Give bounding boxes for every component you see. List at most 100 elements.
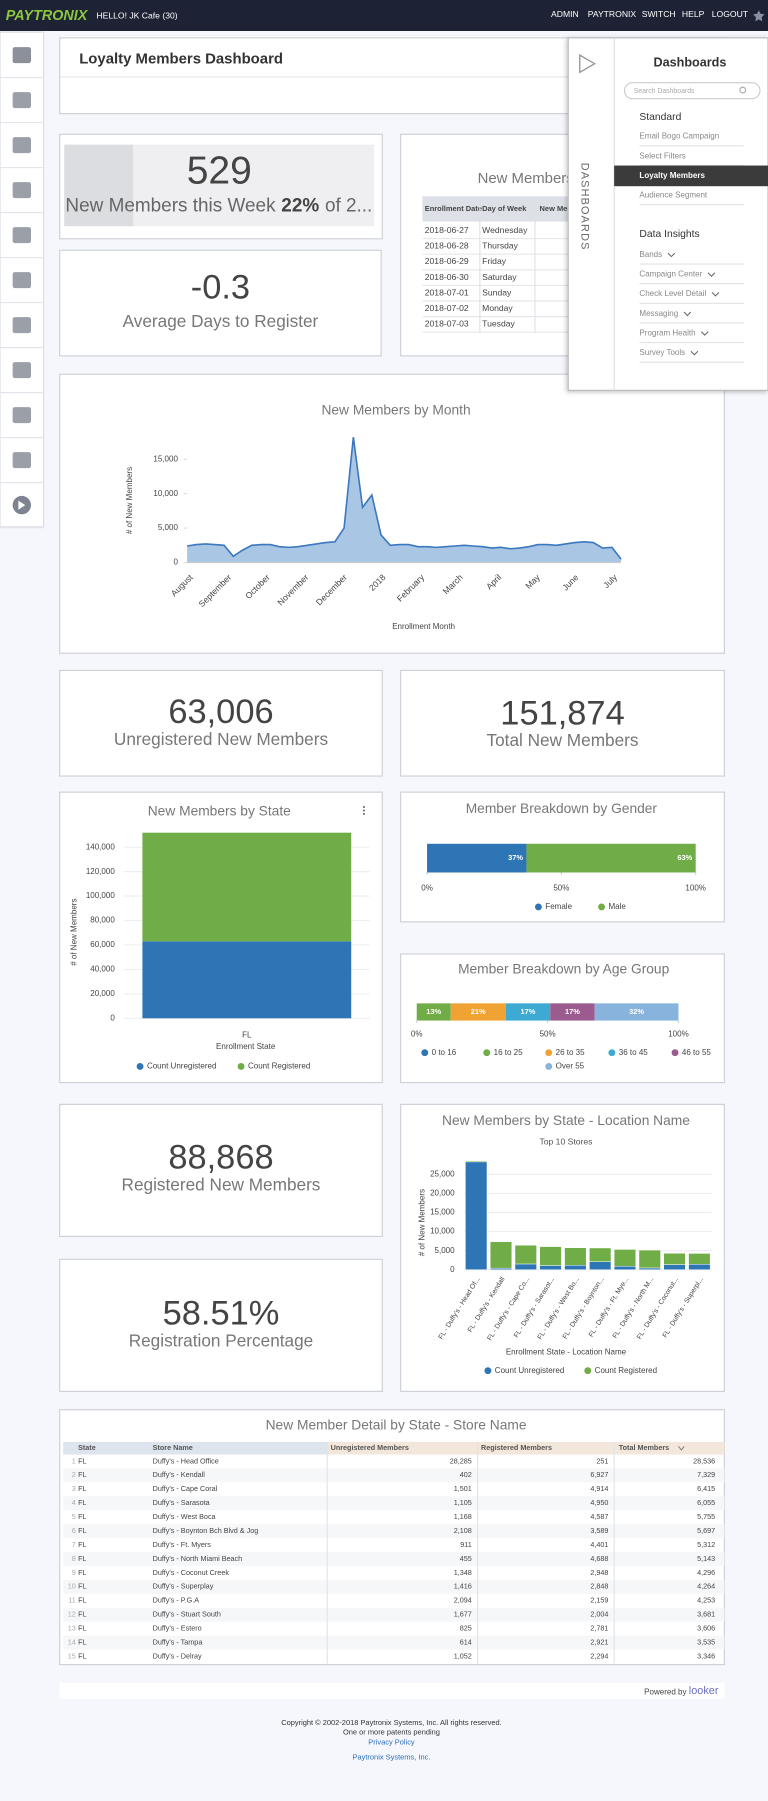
x-axis-label: Enrollment State	[216, 1042, 276, 1051]
panel-item[interactable]: Campaign Center	[639, 270, 702, 279]
panel-item[interactable]: Select Filters	[639, 151, 685, 160]
x-tick-label: 50%	[540, 1029, 556, 1038]
legend-label: 0 to 16	[432, 1048, 457, 1057]
sidebar-icon-arrow	[18, 500, 26, 510]
column-header: Total Members	[619, 1443, 669, 1452]
sidebar-icon[interactable]	[12, 182, 31, 199]
table-cell: Friday	[482, 256, 507, 266]
panel-item[interactable]: Check Level Detail	[639, 289, 706, 298]
panel-item[interactable]: Messaging	[639, 309, 678, 318]
table-cell: 2,108	[454, 1526, 472, 1535]
y-tick-label: 100,000	[86, 891, 116, 900]
nav-link[interactable]: LOGOUT	[712, 9, 749, 19]
sidebar-icon[interactable]	[12, 227, 31, 244]
sidebar-icon[interactable]	[12, 317, 31, 334]
x-tick-label: 0%	[421, 884, 433, 893]
panel-item[interactable]: Email Bogo Campaign	[639, 132, 719, 141]
sidebar-icon[interactable]	[12, 362, 31, 379]
tile	[59, 1258, 383, 1392]
sidebar-icon[interactable]	[12, 137, 31, 154]
data-label: 32%	[629, 1007, 644, 1016]
kpi-label: Unregistered New Members	[114, 729, 328, 749]
table-cell: 4,264	[697, 1582, 715, 1591]
table-cell: 1	[72, 1456, 76, 1465]
bar-segment	[564, 1265, 587, 1270]
table-cell: 3,589	[590, 1526, 608, 1535]
table-cell: 251	[596, 1456, 608, 1465]
kpi-suffix: of 2...	[325, 196, 372, 217]
search-box[interactable]	[623, 82, 761, 100]
chart-title: Member Breakdown by Gender	[466, 801, 658, 816]
kpi-label: Average Days to Register	[123, 311, 319, 331]
nav-link[interactable]: HELP	[682, 9, 705, 19]
table-cell: 2018-07-03	[425, 319, 469, 329]
table-cell: 12	[68, 1610, 76, 1619]
row-stripe	[63, 1468, 725, 1483]
company-link[interactable]: Paytronix Systems, Inc.	[353, 1753, 431, 1762]
y-tick-label: 0	[173, 558, 178, 567]
kpi-value: 88,868	[168, 1139, 273, 1177]
table-cell: FL	[78, 1554, 86, 1563]
table-cell: 14	[68, 1637, 76, 1646]
y-tick-label: 5,000	[435, 1246, 456, 1255]
table-cell: Duffy's - Stuart South	[153, 1610, 221, 1619]
sidebar-icon[interactable]	[12, 47, 31, 64]
chart-title: New Members by State - Location Name	[442, 1113, 690, 1128]
column-header: State	[78, 1443, 96, 1452]
nav-link[interactable]: PAYTRONIX	[588, 9, 637, 19]
sidebar-icon[interactable]	[12, 452, 31, 469]
table-cell: Duffy's - Delray	[153, 1651, 202, 1660]
x-tick-label: 50%	[553, 884, 569, 893]
legend-label: Count Registered	[595, 1366, 657, 1375]
kpi-progress	[64, 144, 134, 227]
panel-item[interactable]: Bands	[639, 250, 662, 259]
table-cell: 28,285	[450, 1456, 472, 1465]
table-cell: Duffy's - P.G.A	[153, 1596, 200, 1605]
legend-swatch	[237, 1063, 245, 1070]
bar-segment	[465, 1160, 488, 1163]
panel-item[interactable]: Audience Segment	[639, 191, 708, 200]
table-cell: FL	[78, 1582, 86, 1591]
table-cell: FL	[78, 1610, 86, 1619]
bar-segment	[489, 1241, 513, 1269]
chevron	[700, 331, 709, 336]
data-label: 63%	[677, 853, 692, 862]
sidebar-icon[interactable]	[12, 92, 31, 109]
menu-dot[interactable]	[362, 806, 365, 809]
bar-segment	[564, 1247, 587, 1266]
table-cell: 9	[72, 1568, 76, 1577]
table-cell: 1,105	[454, 1498, 472, 1507]
menu-dot[interactable]	[362, 812, 365, 815]
sidebar-icon[interactable]	[12, 272, 31, 289]
bar-segment	[465, 1161, 488, 1270]
privacy-link[interactable]: Privacy Policy	[368, 1738, 415, 1747]
nav-link[interactable]: SWITCH	[642, 9, 676, 19]
tile	[59, 669, 383, 777]
menu-dot[interactable]	[362, 809, 365, 812]
bar-segment	[688, 1253, 711, 1265]
bar-segment	[594, 1003, 679, 1021]
panel-item[interactable]: Survey Tools	[639, 348, 685, 357]
search-placeholder: Search Dashboards	[634, 88, 695, 95]
table-cell: 1,052	[454, 1651, 472, 1660]
nav-link[interactable]: ADMIN	[551, 9, 579, 19]
table-cell: 6	[72, 1526, 76, 1535]
data-label: 17%	[521, 1007, 536, 1016]
sidebar-icon[interactable]	[12, 407, 31, 424]
table-cell: Duffy's - Ft. Myers	[153, 1540, 212, 1549]
table-cell: Duffy's - Boynton Bch Blvd & Jog	[153, 1526, 259, 1535]
y-tick-label: 5,000	[158, 523, 179, 532]
panel-item[interactable]: Loyalty Members	[639, 171, 705, 180]
bar-segment	[638, 1249, 661, 1269]
x-axis-label: Enrollment Month	[392, 622, 455, 631]
patents: One or more patents pending	[343, 1727, 440, 1736]
kpi-label-text: New Members this Week	[65, 196, 276, 217]
tile	[400, 1103, 725, 1392]
bar-segment	[514, 1245, 537, 1265]
panel-item[interactable]: Program Health	[639, 329, 695, 338]
panel-toggle[interactable]	[579, 53, 597, 74]
active-item-bg	[614, 165, 768, 187]
y-tick-label: 10,000	[153, 489, 178, 498]
table-cell: Duffy's - Tampa	[153, 1637, 204, 1646]
